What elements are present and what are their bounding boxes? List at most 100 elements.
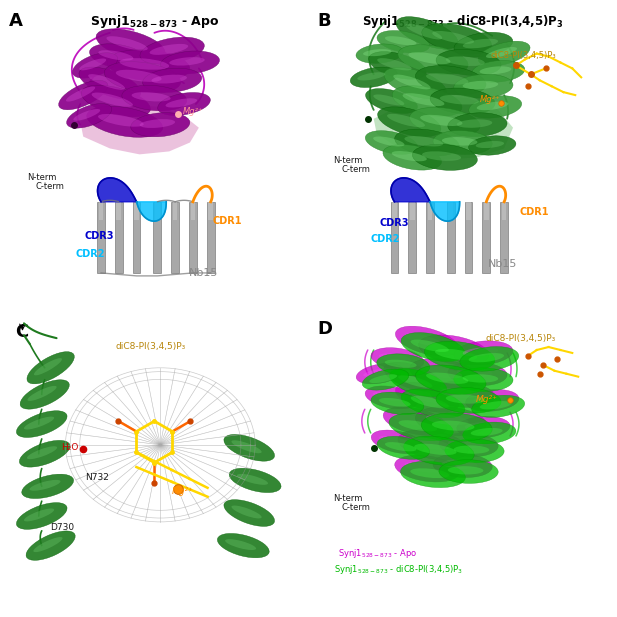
Ellipse shape xyxy=(411,396,449,408)
Ellipse shape xyxy=(453,445,489,453)
Ellipse shape xyxy=(410,107,480,136)
Ellipse shape xyxy=(465,422,497,430)
Ellipse shape xyxy=(73,109,100,121)
Ellipse shape xyxy=(399,420,437,431)
Ellipse shape xyxy=(98,114,144,126)
Ellipse shape xyxy=(446,56,485,66)
Text: H₂O: H₂O xyxy=(61,443,78,452)
Ellipse shape xyxy=(131,92,171,101)
Ellipse shape xyxy=(365,131,418,154)
Bar xyxy=(209,202,213,220)
Ellipse shape xyxy=(395,326,458,356)
Ellipse shape xyxy=(415,407,486,436)
Polygon shape xyxy=(374,95,513,160)
Ellipse shape xyxy=(448,113,507,137)
Ellipse shape xyxy=(404,436,474,465)
Polygon shape xyxy=(430,202,460,221)
Text: B: B xyxy=(317,12,331,30)
Ellipse shape xyxy=(448,466,483,474)
Ellipse shape xyxy=(469,96,522,118)
Bar xyxy=(115,202,123,273)
Ellipse shape xyxy=(230,468,281,492)
Ellipse shape xyxy=(363,369,391,377)
Ellipse shape xyxy=(435,349,478,360)
Ellipse shape xyxy=(474,395,505,404)
Ellipse shape xyxy=(27,352,74,384)
Ellipse shape xyxy=(384,67,447,99)
Ellipse shape xyxy=(139,119,175,128)
Ellipse shape xyxy=(398,430,468,460)
Ellipse shape xyxy=(448,362,507,386)
Ellipse shape xyxy=(454,32,513,57)
Ellipse shape xyxy=(405,389,443,403)
Bar xyxy=(465,202,473,273)
Ellipse shape xyxy=(92,93,133,107)
Ellipse shape xyxy=(350,67,397,88)
Ellipse shape xyxy=(408,437,450,450)
Ellipse shape xyxy=(476,141,504,148)
Ellipse shape xyxy=(385,36,416,45)
Bar xyxy=(408,202,416,273)
Ellipse shape xyxy=(422,151,461,161)
Ellipse shape xyxy=(463,347,498,356)
Bar xyxy=(391,202,399,273)
Bar xyxy=(191,202,195,220)
Text: Synj1$_{\mathregular{528-873}}$ - diC8-PI(3,4,5)P$_{\mathregular{3}}$: Synj1$_{\mathregular{528-873}}$ - diC8-P… xyxy=(362,14,563,30)
Ellipse shape xyxy=(415,365,486,394)
Ellipse shape xyxy=(466,389,519,412)
Ellipse shape xyxy=(357,72,386,80)
Ellipse shape xyxy=(149,44,188,55)
Ellipse shape xyxy=(140,37,204,64)
Ellipse shape xyxy=(59,80,108,110)
Text: Nb15: Nb15 xyxy=(188,268,218,278)
Ellipse shape xyxy=(429,342,471,355)
Bar xyxy=(207,202,215,273)
Ellipse shape xyxy=(104,62,181,93)
Text: Mg²⁺: Mg²⁺ xyxy=(476,394,498,404)
Text: diC8-PI(3,4,5)P₃: diC8-PI(3,4,5)P₃ xyxy=(491,51,557,60)
Ellipse shape xyxy=(379,436,410,445)
Bar xyxy=(392,202,397,220)
Ellipse shape xyxy=(433,453,492,478)
Ellipse shape xyxy=(379,354,410,362)
Ellipse shape xyxy=(410,358,480,389)
Bar xyxy=(484,202,489,220)
Ellipse shape xyxy=(158,93,210,115)
Ellipse shape xyxy=(231,505,262,518)
Text: Mg²⁺: Mg²⁺ xyxy=(480,95,500,104)
Polygon shape xyxy=(97,178,136,202)
Bar xyxy=(133,202,141,273)
Ellipse shape xyxy=(471,428,503,436)
Text: Nb15: Nb15 xyxy=(488,259,517,269)
Ellipse shape xyxy=(73,53,118,78)
Ellipse shape xyxy=(442,137,478,146)
Polygon shape xyxy=(391,178,430,202)
Text: CDR3: CDR3 xyxy=(85,231,114,241)
Ellipse shape xyxy=(373,94,404,106)
Ellipse shape xyxy=(415,65,486,95)
Ellipse shape xyxy=(393,75,431,89)
Ellipse shape xyxy=(445,394,485,404)
Ellipse shape xyxy=(371,348,424,370)
Bar xyxy=(99,202,104,220)
Ellipse shape xyxy=(369,375,397,383)
Bar xyxy=(466,202,471,220)
Ellipse shape xyxy=(424,341,495,371)
Polygon shape xyxy=(80,104,199,154)
Ellipse shape xyxy=(373,136,405,146)
Ellipse shape xyxy=(436,387,501,413)
Ellipse shape xyxy=(107,36,147,51)
Bar xyxy=(135,202,139,220)
Ellipse shape xyxy=(430,88,495,114)
Ellipse shape xyxy=(401,389,465,418)
Ellipse shape xyxy=(393,414,431,426)
Text: CDR2: CDR2 xyxy=(76,249,106,259)
Ellipse shape xyxy=(426,373,468,384)
Text: N-term: N-term xyxy=(333,156,362,165)
Ellipse shape xyxy=(403,93,444,106)
Ellipse shape xyxy=(469,353,504,362)
Ellipse shape xyxy=(87,106,163,138)
Ellipse shape xyxy=(422,23,492,54)
Text: Mg²⁺: Mg²⁺ xyxy=(172,487,194,496)
Ellipse shape xyxy=(405,333,443,347)
